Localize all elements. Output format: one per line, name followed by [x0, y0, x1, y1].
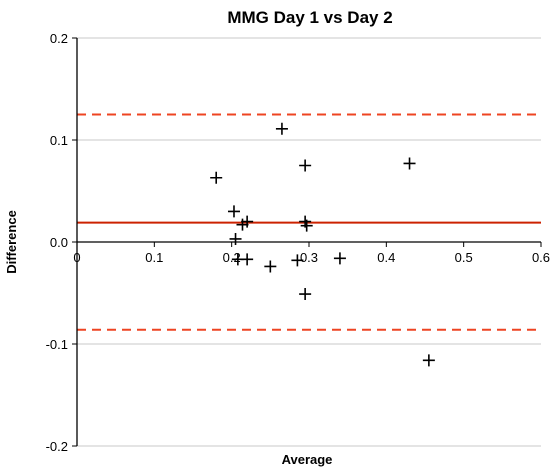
- data-point-14: [333, 252, 346, 265]
- data-point-9: [291, 254, 304, 267]
- chart-title: MMG Day 1 vs Day 2: [227, 8, 392, 27]
- reference-lines: [77, 113, 541, 331]
- data-points: [210, 122, 435, 367]
- data-point-10: [299, 159, 312, 172]
- y-tick-label-4: -0.2: [46, 439, 68, 454]
- data-point-7: [264, 260, 277, 273]
- data-point-12: [300, 219, 313, 232]
- x-tick-label-3: 0.3: [300, 250, 318, 265]
- x-tick-label-2: 0.2: [223, 250, 241, 265]
- data-point-1: [227, 205, 240, 218]
- data-point-15: [403, 157, 416, 170]
- x-axis-title: Average: [282, 452, 333, 467]
- data-point-13: [299, 288, 312, 301]
- x-tick-label-6: 0.6: [532, 250, 550, 265]
- tick-labels: 0.2 0.1 0.0 -0.1 -0.2 0 0.1 0.2 0.3 0.4 0.5 0.6: [46, 31, 550, 454]
- x-tick-label-5: 0.5: [455, 250, 473, 265]
- y-tick-label-1: 0.1: [50, 133, 68, 148]
- data-point-5: [241, 215, 254, 228]
- data-point-2: [229, 232, 242, 245]
- data-point-16: [422, 354, 435, 367]
- x-tick-label-1: 0.1: [145, 250, 163, 265]
- x-tick-label-4: 0.4: [377, 250, 395, 265]
- data-point-8: [275, 122, 288, 135]
- y-tick-label-0: 0.2: [50, 31, 68, 46]
- y-tick-label-3: -0.1: [46, 337, 68, 352]
- axes: [72, 37, 542, 447]
- data-point-0: [210, 171, 223, 184]
- y-axis-title: Difference: [4, 210, 19, 274]
- data-point-6: [241, 253, 254, 266]
- y-tick-label-2: 0.0: [50, 235, 68, 250]
- x-tick-label-0: 0: [73, 250, 80, 265]
- grid-lines: [77, 37, 541, 447]
